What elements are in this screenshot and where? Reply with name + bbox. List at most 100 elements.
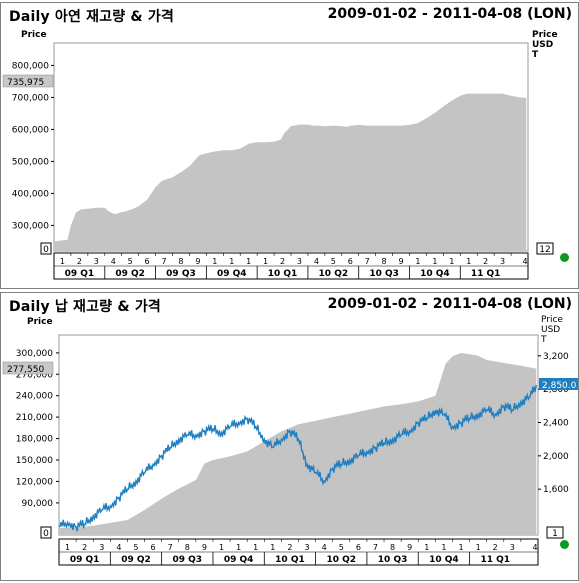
month-tick-label: 1 — [219, 543, 224, 552]
right-axis-label-line: Price — [541, 315, 563, 325]
quarter-label: 10 Q1 — [275, 555, 305, 565]
chart-period: 2009-01-02 - 2011-04-08 (LON) — [327, 296, 572, 312]
month-tick-label: 1 — [476, 543, 481, 552]
month-tick-label: 8 — [185, 543, 190, 552]
quarter-label: 09 Q4 — [217, 269, 247, 279]
month-tick-label: 1 — [432, 257, 437, 266]
month-tick-label: 2 — [82, 543, 87, 552]
quarter-label: 09 Q2 — [115, 269, 145, 279]
quarter-label: 11 Q1 — [471, 269, 501, 279]
quarter-label: 10 Q2 — [326, 555, 356, 565]
month-tick-label: 3 — [99, 543, 104, 552]
last-inventory-value: 735,975 — [7, 78, 44, 88]
right-axis-label-line: T — [541, 335, 547, 345]
corner-right-box — [546, 526, 564, 539]
month-tick-label: 8 — [178, 257, 183, 266]
month-tick-label: 1 — [65, 543, 70, 552]
month-tick-label: 5 — [128, 257, 133, 266]
quarter-label: 09 Q1 — [70, 555, 100, 565]
month-tick-label: 3 — [297, 257, 302, 266]
month-tick-label: 7 — [365, 257, 370, 266]
quarter-label: 10 Q2 — [319, 269, 349, 279]
right-axis-label-line: Price — [532, 30, 558, 40]
month-tick-label: 4 — [111, 257, 116, 266]
month-tick-label: 2 — [483, 257, 488, 266]
month-tick-label: 1 — [263, 257, 268, 266]
last-inventory-box — [2, 361, 54, 375]
month-tick-label: 6 — [151, 543, 156, 552]
right-tick-label: 2,800 — [543, 385, 569, 395]
month-tick-label: 4 — [522, 257, 527, 266]
right-axis-label-line: T — [532, 50, 539, 60]
month-tick-label: 9 — [407, 543, 412, 552]
right-axis-label: Price USD T — [541, 315, 563, 345]
month-tick-label: 3 — [94, 257, 99, 266]
month-tick-label: 7 — [373, 543, 378, 552]
status-dot — [560, 253, 569, 262]
month-tick-label: 4 — [314, 257, 319, 266]
left-axis-label: Price — [21, 30, 47, 40]
left-tick-label: 600,000 — [12, 125, 49, 135]
month-tick-label: 1 — [466, 257, 471, 266]
month-tick-label: 2 — [493, 543, 498, 552]
right-axis-label-line: USD — [532, 40, 554, 50]
month-tick-label: 5 — [331, 257, 336, 266]
corner-right-label: 1 — [552, 529, 558, 539]
quarter-label: 10 Q4 — [420, 269, 450, 279]
inventory-area — [59, 352, 537, 535]
month-tick-label: 8 — [382, 257, 387, 266]
lead-chart-svg: 90,000 120,000 150,000 180,000 210,000 240,00… — [2, 334, 578, 566]
month-tick-label: 3 — [510, 543, 515, 552]
left-tick-label: 300,000 — [16, 349, 53, 359]
month-tick-label: 6 — [356, 543, 361, 552]
left-tick-label: 300,000 — [12, 221, 49, 231]
right-tick-label: 3,200 — [543, 352, 569, 362]
month-tick-label: 2 — [77, 257, 82, 266]
month-tick-label: 1 — [270, 543, 275, 552]
quarter-label: 09 Q3 — [173, 555, 203, 565]
quarter-label: 10 Q4 — [429, 555, 459, 565]
chart-title: Daily 납 재고량 & 가격 — [9, 299, 161, 315]
right-tick-label: 2,400 — [543, 419, 569, 429]
month-tick-label: 3 — [500, 257, 505, 266]
month-tick-label: 6 — [348, 257, 353, 266]
month-tick-label: 9 — [202, 543, 207, 552]
quarter-label: 10 Q1 — [268, 269, 298, 279]
left-tick-label: 270,000 — [16, 370, 53, 380]
chart-period: 2009-01-02 - 2011-04-08 (LON) — [327, 6, 572, 22]
month-tick-label: 1 — [458, 543, 463, 552]
quarter-label: 09 Q4 — [224, 555, 254, 565]
left-tick-label: 90,000 — [22, 499, 54, 509]
month-tick-label: 1 — [60, 257, 65, 266]
right-tick-label: 1,600 — [543, 485, 569, 495]
month-tick-label: 5 — [133, 543, 138, 552]
month-tick-label: 1 — [415, 257, 420, 266]
quarter-label: 09 Q1 — [65, 269, 95, 279]
lead-chart-panel: Daily 납 재고량 & 가격 2009-01-02 - 2011-04-08… — [0, 292, 579, 581]
month-tick-label: 1 — [212, 257, 217, 266]
month-tick-label: 2 — [287, 543, 292, 552]
month-tick-label: 7 — [168, 543, 173, 552]
month-tick-label: 3 — [305, 543, 310, 552]
left-tick-label: 240,000 — [16, 392, 53, 402]
quarter-label: 10 Q3 — [378, 555, 408, 565]
inventory-area — [54, 93, 527, 251]
month-tick-label: 1 — [449, 257, 454, 266]
month-tick-label: 1 — [424, 543, 429, 552]
month-tick-label: 9 — [195, 257, 200, 266]
corner-left-box — [40, 526, 52, 539]
corner-left-label: 0 — [43, 529, 49, 539]
zinc-chart-panel: Daily 아연 재고량 & 가격 2009-01-02 - 2011-04-0… — [0, 2, 579, 289]
corner-right-label: 12 — [539, 245, 550, 255]
quarter-label: 10 Q3 — [369, 269, 399, 279]
month-tick-label: 7 — [161, 257, 166, 266]
right-tick-label: 2,000 — [543, 452, 569, 462]
month-tick-label: 1 — [246, 257, 251, 266]
month-tick-label: 9 — [398, 257, 403, 266]
quarter-label: 09 Q2 — [121, 555, 151, 565]
price-line — [58, 384, 537, 532]
chart-title: Daily 아연 재고량 & 가격 — [9, 9, 175, 25]
month-tick-label: 1 — [229, 257, 234, 266]
month-tick-label: 5 — [339, 543, 344, 552]
right-axis-label: Price USD T — [532, 30, 558, 60]
